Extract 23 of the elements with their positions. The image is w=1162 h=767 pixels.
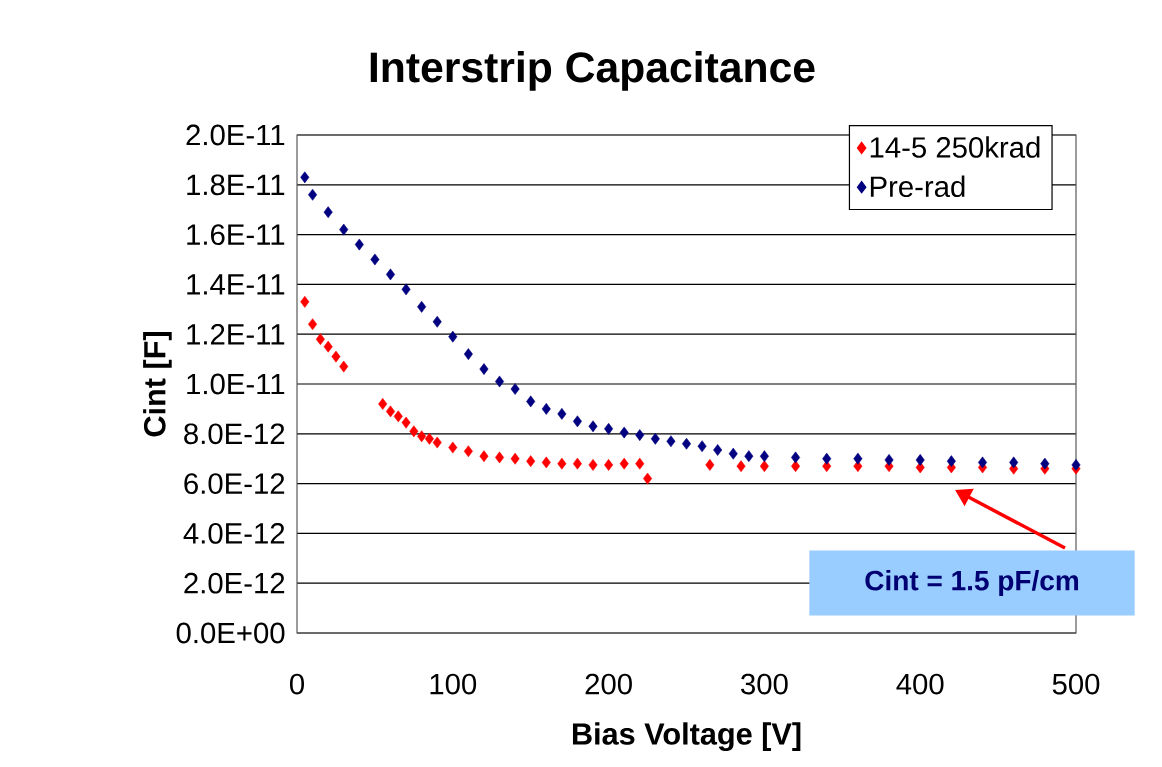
y-tick-label: 2.0E-11 [186, 124, 285, 146]
x-tick-label: 0 [290, 673, 305, 695]
legend-label: Pre-rad [870, 175, 965, 198]
chart-title: Interstrip Capacitance [370, 51, 815, 91]
y-tick-label: 2.0E-12 [184, 572, 285, 594]
y-tick-label: 1.8E-11 [187, 174, 285, 196]
x-tick-label: 400 [896, 673, 944, 695]
x-tick-label: 500 [1052, 673, 1100, 695]
y-tick-label: 1.2E-11 [187, 323, 285, 345]
y-tick-label: 1.0E-11 [187, 373, 285, 395]
annotation: Cint = 1.5 pF/cm [865, 569, 1079, 597]
y-tick-label: 0.0E+00 [176, 622, 285, 644]
x-tick-label: 300 [741, 673, 788, 695]
x-axis-title: Bias Voltage [V] [572, 722, 801, 752]
y-axis-title: Cint [F] [143, 332, 172, 437]
y-tick-label: 1.4E-11 [187, 274, 285, 295]
y-tick-label: 8.0E-12 [184, 423, 285, 445]
y-tick-label: 4.0E-12 [183, 523, 285, 544]
legend-label: 14-5 250krad [870, 136, 1040, 158]
y-tick-label: 6.0E-12 [184, 473, 285, 494]
x-tick-label: 100 [430, 673, 477, 695]
x-tick-label: 200 [585, 673, 632, 695]
y-tick-label: 1.6E-11 [187, 224, 285, 245]
